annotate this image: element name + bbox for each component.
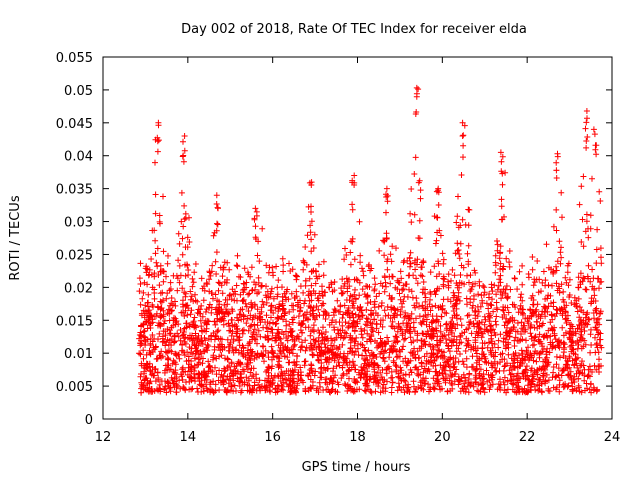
y-tick-label: 0.005 bbox=[56, 380, 93, 395]
y-tick-label: 0.045 bbox=[56, 117, 93, 132]
x-tick-label: 24 bbox=[604, 430, 621, 445]
y-tick-label: 0.02 bbox=[64, 281, 93, 296]
x-tick-label: 18 bbox=[349, 430, 366, 445]
data-points bbox=[136, 84, 605, 396]
y-axis: 0 0.005 0.01 0.015 0.02 0.025 0.03 0.035 0.04 0.0… bbox=[56, 51, 612, 428]
x-tick-label: 12 bbox=[95, 430, 112, 445]
x-axis: 12 14 16 18 20 22 24 bbox=[95, 57, 621, 445]
y-tick-label: 0.03 bbox=[64, 216, 93, 231]
y-tick-label: 0.015 bbox=[56, 314, 93, 329]
y-tick-label: 0 bbox=[85, 413, 93, 428]
y-axis-label: ROTI / TECUs bbox=[8, 195, 23, 280]
y-tick-label: 0.05 bbox=[64, 84, 93, 99]
y-tick-label: 0.055 bbox=[56, 51, 93, 66]
y-tick-label: 0.01 bbox=[64, 347, 93, 362]
x-tick-label: 16 bbox=[264, 430, 281, 445]
x-tick-label: 22 bbox=[519, 430, 536, 445]
y-tick-label: 0.04 bbox=[64, 150, 93, 165]
x-tick-label: 20 bbox=[434, 430, 451, 445]
roti-series-markers bbox=[136, 84, 605, 396]
x-axis-label: GPS time / hours bbox=[302, 460, 411, 475]
chart-title: Day 002 of 2018, Rate Of TEC Index for r… bbox=[181, 22, 527, 37]
x-tick-label: 14 bbox=[180, 430, 197, 445]
y-tick-label: 0.035 bbox=[56, 183, 93, 198]
y-tick-label: 0.025 bbox=[56, 248, 93, 263]
